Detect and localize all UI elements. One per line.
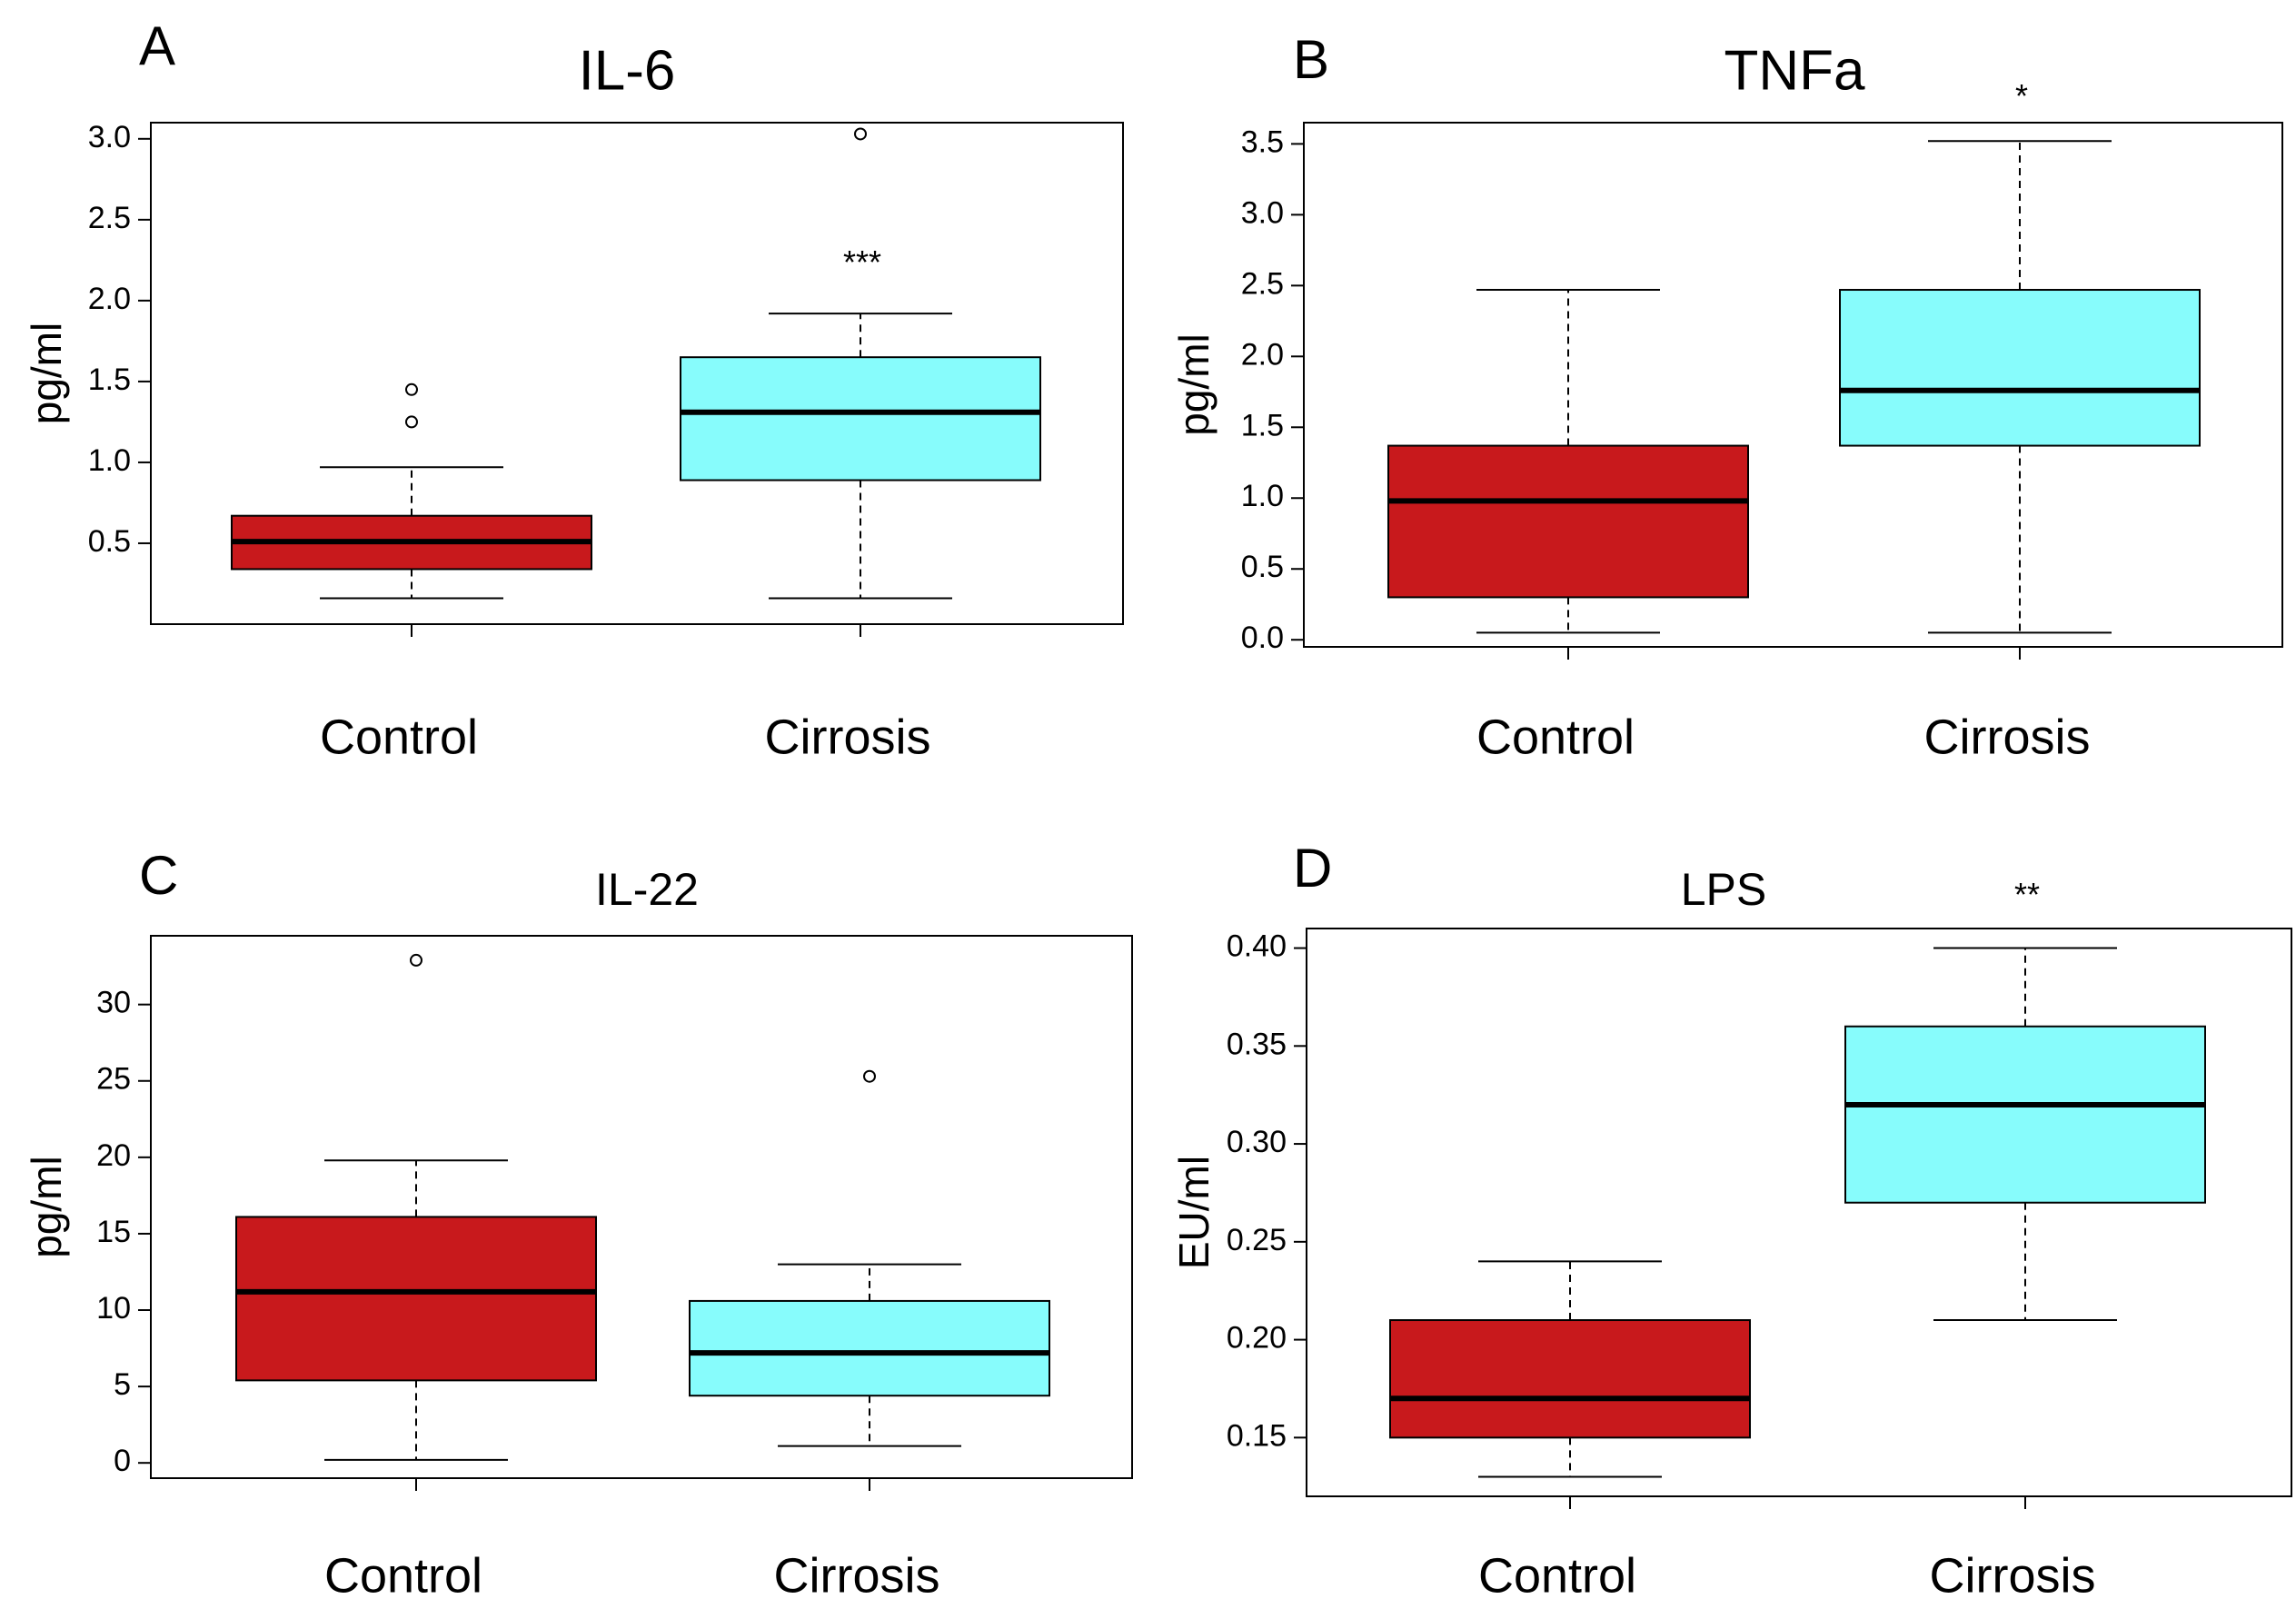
x-category-label: Control (324, 1548, 482, 1599)
y-tick-label: 0.0 (1241, 621, 1284, 655)
x-category-label: Cirrosis (1930, 1548, 2096, 1599)
chart-title: TNFa (1724, 39, 1866, 102)
y-tick-label: 5 (114, 1367, 131, 1402)
iqr-box (1844, 1025, 2206, 1204)
outlier-point (863, 1069, 876, 1083)
panel-letter: C (139, 845, 178, 906)
y-tick-label: 0.20 (1227, 1321, 1287, 1356)
y-tick-label: 0.15 (1227, 1418, 1287, 1453)
y-tick-label: 0 (114, 1444, 131, 1478)
y-tick-label: 1.0 (1241, 479, 1284, 513)
significance-marker: ** (2014, 876, 2040, 913)
x-category-label: Control (320, 710, 478, 764)
box-cirrosis (1844, 947, 2206, 1322)
y-axis-label: pg/ml (23, 323, 70, 424)
y-tick-label: 0.25 (1227, 1223, 1287, 1257)
plot-frame (1303, 122, 2283, 648)
iqr-box (1839, 289, 2201, 447)
panel-a: A IL-6 pg/ml 0.5 1.0 1.5 2.0 2.5 3.0 Control Cirro… (23, 15, 1124, 764)
x-category-label: Control (1478, 1548, 1636, 1599)
x-category-label: Cirrosis (774, 1548, 940, 1599)
x-category-label: Cirrosis (1924, 710, 2091, 764)
y-tick-label: 0.30 (1227, 1125, 1287, 1159)
box-cirrosis (680, 127, 1041, 600)
box-cirrosis (689, 1069, 1050, 1447)
y-tick-label: 0.5 (1241, 550, 1284, 584)
significance-marker: * (2015, 77, 2028, 114)
panel-b: B TNFa pg/ml 0.0 0.5 1.0 1.5 2.0 2.5 3.0 3.5 Contro… (1170, 29, 2283, 764)
iqr-box (1387, 444, 1749, 599)
y-tick-label: 2.0 (1241, 337, 1284, 372)
iqr-box (1389, 1319, 1751, 1439)
y-tick-label: 3.0 (88, 120, 131, 154)
y-tick-label: 1.0 (88, 443, 131, 478)
y-tick-label: 20 (96, 1138, 131, 1173)
y-tick-label: 0.35 (1227, 1027, 1287, 1061)
panel-letter: B (1293, 29, 1329, 90)
box-control (231, 382, 592, 600)
significance-marker: *** (843, 243, 881, 281)
x-category-label: Cirrosis (765, 710, 931, 764)
iqr-box (680, 356, 1041, 482)
box-cirrosis (1839, 140, 2201, 634)
y-tick-label: 15 (96, 1215, 131, 1249)
panel-c: C IL-22 pg/ml 0 5 10 15 20 25 30 Control Cirrosis (23, 845, 1133, 1599)
y-axis-label: EU/ml (1170, 1156, 1218, 1269)
y-tick-label: 0.5 (88, 524, 131, 559)
y-tick-label: 0.40 (1227, 929, 1287, 964)
outlier-point (854, 127, 867, 141)
outlier-point (410, 953, 422, 967)
chart-title: IL-22 (595, 864, 699, 915)
x-category-label: Control (1476, 710, 1635, 764)
y-tick-label: 10 (96, 1291, 131, 1326)
panel-letter: D (1293, 838, 1332, 899)
box-control (235, 953, 597, 1461)
box-control (1389, 1260, 1751, 1478)
outlier-point (405, 415, 418, 429)
chart-title: LPS (1681, 864, 1767, 915)
y-axis-label: pg/ml (1170, 333, 1218, 435)
y-tick-label: 3.5 (1241, 124, 1284, 159)
y-tick-label: 2.0 (88, 282, 131, 316)
y-axis-label: pg/ml (23, 1156, 70, 1257)
plot-frame (150, 935, 1133, 1479)
plot-frame (1306, 928, 2292, 1497)
y-tick-label: 2.5 (1241, 266, 1284, 301)
y-tick-label: 30 (96, 986, 131, 1020)
panel-letter: A (139, 15, 175, 76)
chart-title: IL-6 (579, 39, 676, 102)
outlier-point (405, 382, 418, 396)
iqr-box (235, 1216, 597, 1382)
y-tick-label: 25 (96, 1062, 131, 1097)
plot-frame (150, 122, 1124, 625)
panel-d: D LPS EU/ml 0.15 0.20 0.25 0.30 0.35 0.40 Control… (1170, 838, 2292, 1599)
box-control (1387, 289, 1749, 634)
y-tick-label: 2.5 (88, 201, 131, 235)
y-tick-label: 1.5 (1241, 408, 1284, 442)
y-tick-label: 3.0 (1241, 195, 1284, 230)
y-tick-label: 1.5 (88, 363, 131, 397)
iqr-box (689, 1299, 1050, 1397)
